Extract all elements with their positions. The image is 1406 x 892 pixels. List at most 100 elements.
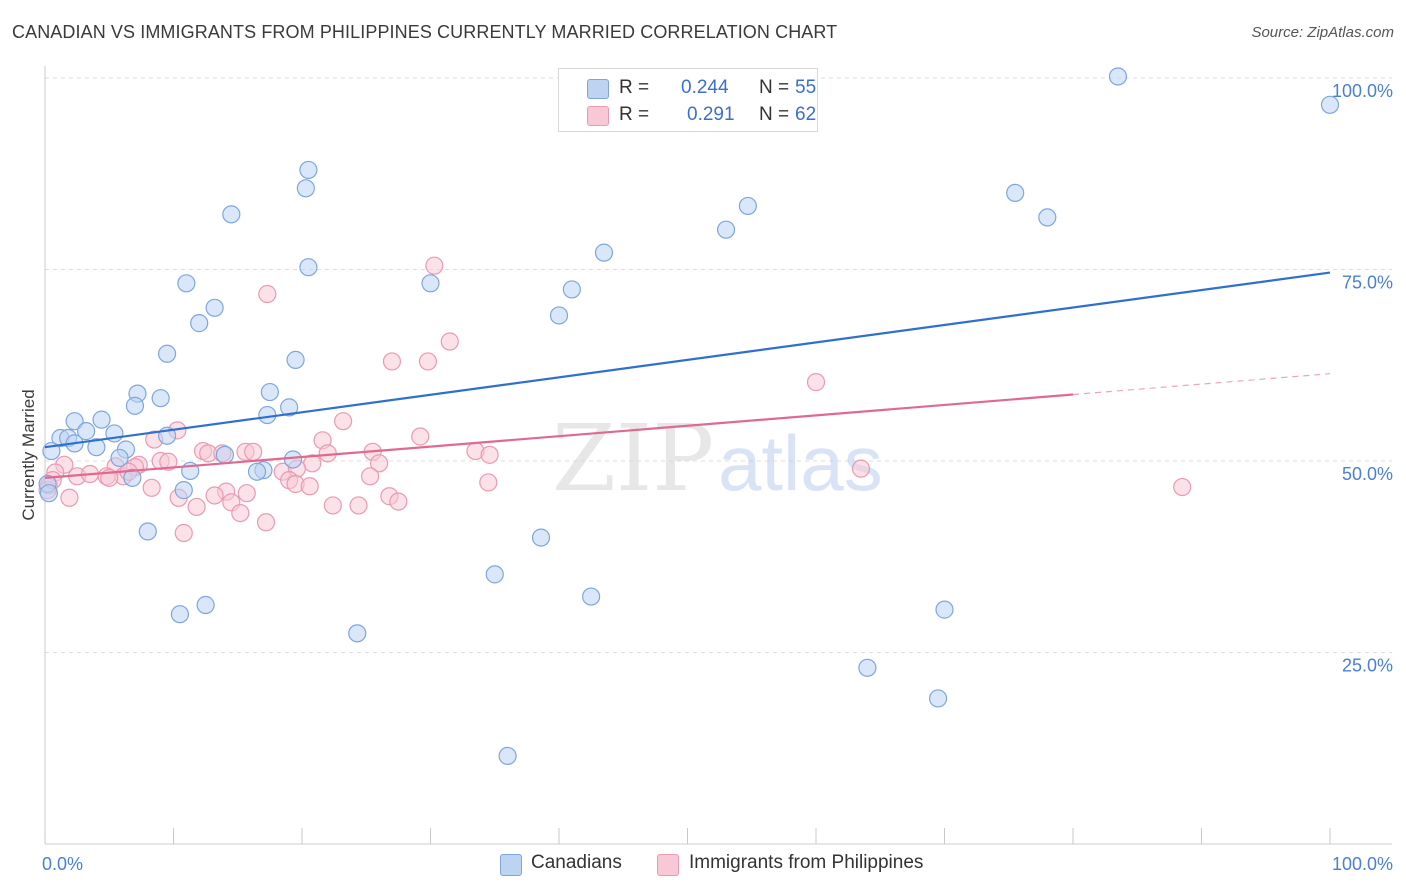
- grid-lines: [45, 77, 1392, 653]
- legend-swatch-blue: [587, 79, 609, 99]
- canadians-point: [299, 258, 318, 277]
- legend-r-value: 0.291: [687, 104, 735, 125]
- canadians-point: [1006, 183, 1025, 202]
- philippines-trend-line: [44, 393, 1074, 479]
- y-tick-label: 100.0%: [1332, 81, 1393, 101]
- canadians-point: [222, 205, 241, 224]
- philippines-point: [425, 256, 444, 275]
- philippines-point: [440, 332, 459, 351]
- y-tick-labels: 100.0% 75.0% 50.0% 25.0%: [1332, 81, 1393, 676]
- y-tick-label: 25.0%: [1342, 656, 1393, 676]
- philippines-point: [187, 497, 206, 517]
- philippines-point: [851, 459, 871, 478]
- legend-n-value: 55: [795, 77, 817, 98]
- legend-n-value: 62: [795, 104, 817, 125]
- philippines-point: [237, 484, 256, 503]
- canadians-point: [196, 595, 215, 615]
- philippines-point: [389, 492, 408, 511]
- philippines-point: [349, 496, 368, 515]
- philippines-point: [174, 523, 193, 543]
- canadians-point: [87, 438, 106, 457]
- canadians-point: [286, 350, 305, 369]
- canadians-point: [174, 481, 193, 500]
- bottom-legend-label: Immigrants from Philippines: [689, 852, 924, 873]
- y-tick-label: 50.0%: [1342, 464, 1393, 484]
- philippines-point: [205, 486, 224, 505]
- source-label: Source: ZipAtlas.com: [1251, 24, 1394, 41]
- canadians-point: [531, 528, 551, 547]
- canadians-point: [170, 605, 190, 624]
- philippines-point: [480, 445, 499, 464]
- x-tick-label: 100.0%: [1332, 854, 1393, 874]
- philippines-point: [370, 454, 389, 473]
- philippines-point: [806, 373, 826, 392]
- bottom-legend-label: Canadians: [531, 852, 622, 873]
- philippines-point: [142, 478, 161, 497]
- canadians-points: [38, 67, 1340, 766]
- canadians-point: [157, 344, 177, 363]
- canadians-point: [280, 398, 299, 417]
- canadians-point: [190, 314, 209, 333]
- canadians-point: [258, 405, 277, 425]
- philippines-point: [244, 442, 263, 461]
- y-tick-label: 75.0%: [1342, 273, 1393, 293]
- canadians-point: [65, 412, 84, 431]
- philippines-point: [258, 284, 277, 304]
- canadians-point: [738, 196, 757, 216]
- philippines-point: [411, 427, 430, 446]
- philippines-trend-extension: [1072, 373, 1331, 396]
- bottom-legend-swatch-blue: [500, 854, 522, 876]
- x-tick-labels: 0.0% 100.0%: [42, 854, 1393, 874]
- canadians-point: [39, 484, 58, 503]
- legend-swatch-pink: [587, 106, 609, 126]
- canadians-point: [348, 624, 367, 643]
- y-axis-label: Currently Married: [19, 389, 38, 520]
- philippines-point: [60, 488, 79, 507]
- canadians-point: [594, 243, 614, 262]
- canadians-point: [205, 298, 224, 317]
- canadians-point: [260, 382, 279, 402]
- correlation-legend: R = 0.244 N = 55 R = 0.291 N = 62: [558, 68, 818, 132]
- canadians-point: [77, 422, 96, 441]
- canadians-point: [299, 160, 318, 180]
- legend-r-label: R =: [619, 104, 650, 125]
- canadians-point: [110, 448, 129, 468]
- philippines-point: [323, 496, 342, 515]
- canadians-point: [138, 522, 157, 541]
- philippines-point: [361, 467, 380, 486]
- canadians-point: [928, 689, 948, 708]
- philippines-point: [318, 444, 337, 463]
- canadians-point: [247, 462, 267, 481]
- canadians-point: [92, 410, 111, 429]
- legend-r-value: 0.244: [681, 77, 729, 98]
- canadians-point: [485, 565, 504, 584]
- philippines-point: [479, 473, 498, 492]
- bottom-legend-swatch-pink: [657, 854, 679, 876]
- canadians-point: [562, 280, 581, 299]
- philippines-point: [300, 477, 319, 496]
- legend-n-label: N =: [759, 77, 790, 98]
- philippines-point: [256, 513, 276, 532]
- canadians-point: [177, 274, 196, 293]
- philippines-point: [382, 352, 402, 371]
- trend-lines: [44, 271, 1331, 479]
- canadians-point: [123, 468, 142, 487]
- philippines-point: [159, 452, 178, 471]
- canadians-point: [151, 389, 170, 408]
- canadians-point: [582, 587, 601, 606]
- watermark-zip: ZIP: [552, 405, 714, 512]
- canadians-point: [1320, 95, 1340, 114]
- canadians-point: [215, 445, 234, 464]
- canadians-point: [296, 179, 315, 198]
- x-tick-label: 0.0%: [42, 854, 83, 874]
- philippines-point: [1173, 477, 1192, 497]
- chart-title: CANADIAN VS IMMIGRANTS FROM PHILIPPINES …: [12, 22, 838, 42]
- canadians-point: [858, 658, 877, 677]
- canadians-point: [1038, 208, 1057, 227]
- canadians-trend-line: [44, 271, 1331, 449]
- philippines-point: [334, 412, 353, 431]
- legend-r-label: R =: [619, 77, 650, 98]
- canadians-point: [125, 396, 145, 415]
- canadians-point: [716, 220, 736, 239]
